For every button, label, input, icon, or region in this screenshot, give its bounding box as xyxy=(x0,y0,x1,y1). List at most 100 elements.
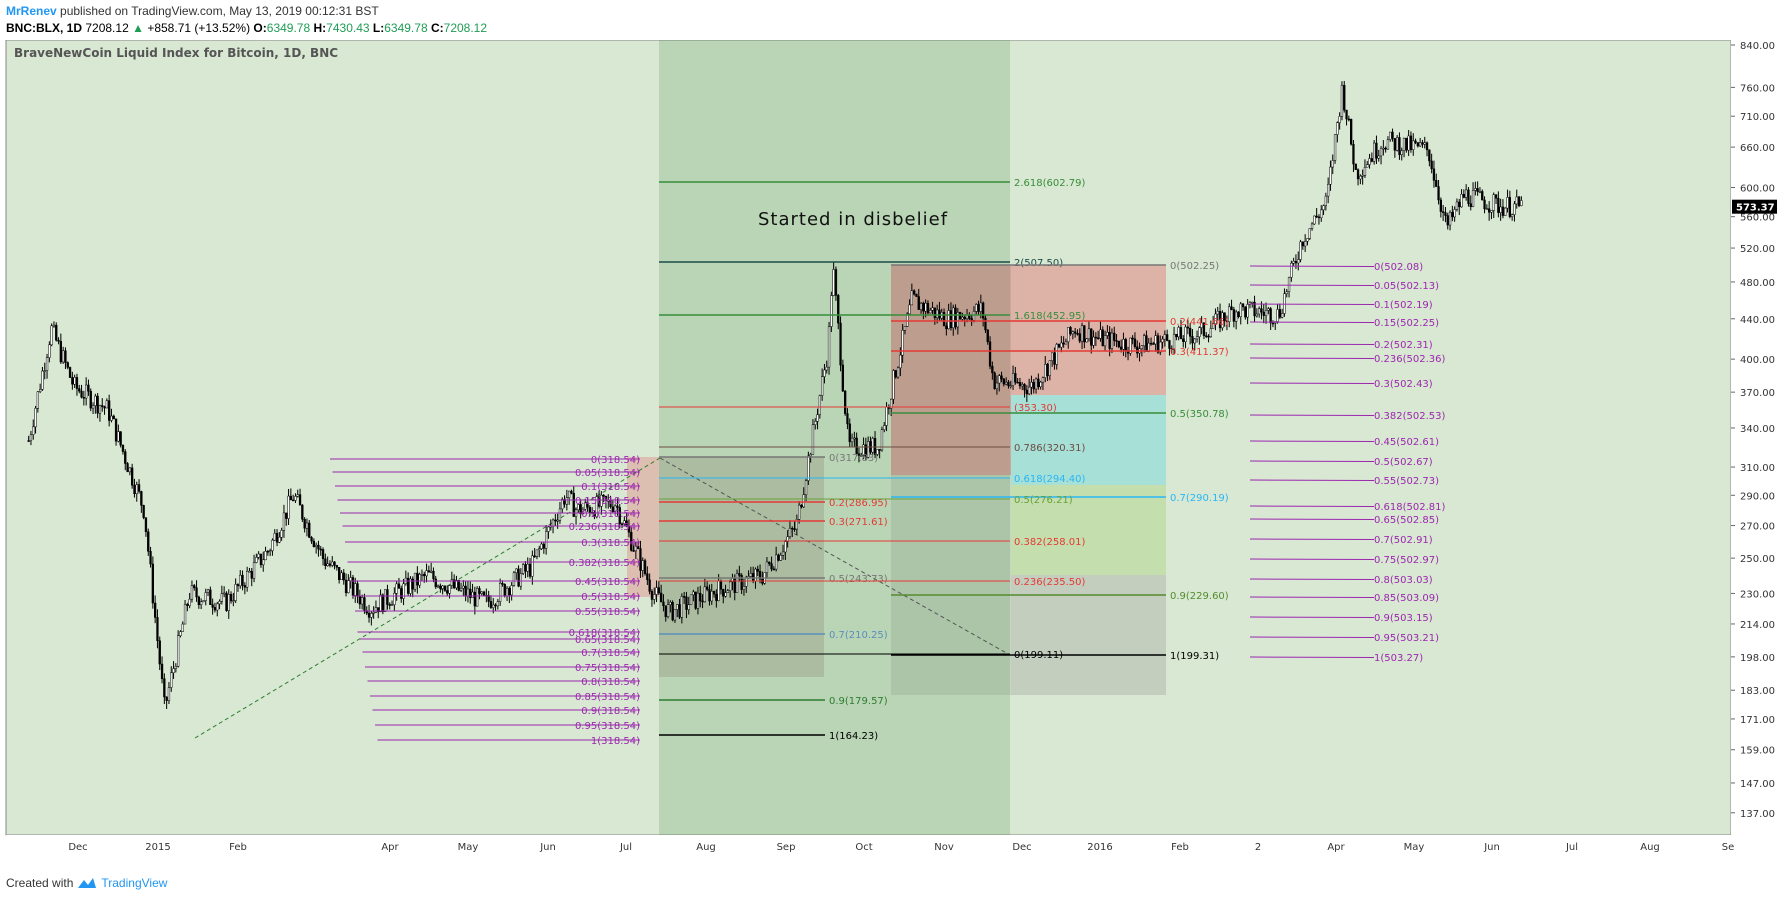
candle-body xyxy=(1136,346,1139,354)
candle-body xyxy=(793,528,796,530)
candle-body xyxy=(1062,342,1065,345)
candle-body xyxy=(108,400,111,421)
candle-body xyxy=(572,492,575,517)
price-chart[interactable]: BraveNewCoin Liquid Index for Bitcoin, 1… xyxy=(0,39,1788,870)
candle-body xyxy=(855,437,858,454)
candle-body xyxy=(80,390,83,398)
candle-body xyxy=(165,696,168,701)
x-tick-label: Nov xyxy=(934,842,954,853)
candle-body xyxy=(119,431,122,446)
candle-body xyxy=(457,580,460,591)
candle-body xyxy=(296,494,299,497)
x-tick-label: 2016 xyxy=(1087,842,1112,853)
candle-body xyxy=(455,580,458,589)
candle-body xyxy=(689,594,693,606)
candle-body xyxy=(255,557,258,563)
fib-right-line xyxy=(1249,414,1375,416)
candle-body xyxy=(128,467,131,473)
candle-body xyxy=(1442,211,1445,213)
candle-body xyxy=(248,570,251,573)
candle-body xyxy=(781,551,785,556)
x-tick-label: Jul xyxy=(619,842,632,853)
candle-body xyxy=(1345,109,1348,120)
fib-levels[interactable]: 0(318.54) 0.05(318.54) 0.1(318.54) 0.15(318… xyxy=(330,178,1446,747)
candle-body xyxy=(545,531,548,549)
x-tick-label: Se xyxy=(1722,842,1735,853)
candle-body xyxy=(190,585,194,600)
fib-left-label: 0.618(318.54) xyxy=(569,628,641,639)
fib-right-label: 0.9(503.15) xyxy=(1374,613,1433,624)
candle-body xyxy=(1248,302,1252,305)
candle-body xyxy=(1057,344,1061,348)
candle-body xyxy=(1009,385,1012,387)
candle-body xyxy=(1117,340,1120,348)
candle-body xyxy=(694,591,697,609)
candle-body xyxy=(298,494,302,506)
publish-line: MrRenev published on TradingView.com, Ma… xyxy=(6,4,379,18)
candle-body xyxy=(1193,338,1196,344)
candle-body xyxy=(388,604,391,606)
candle-body xyxy=(232,600,235,602)
candle-body xyxy=(1462,193,1465,198)
fib-left-label: 0.1(318.54) xyxy=(581,482,640,493)
candle-body xyxy=(526,563,529,572)
candle-body xyxy=(137,484,141,492)
candle-body xyxy=(1202,322,1206,336)
candle-body xyxy=(581,508,585,515)
y-tick-label: 214.00 xyxy=(1740,620,1775,631)
candle-body xyxy=(593,512,596,518)
candle-body xyxy=(367,612,371,618)
x-tick-label: Aug xyxy=(696,842,716,853)
x-tick-label: Dec xyxy=(68,842,87,853)
candle-body xyxy=(1021,384,1024,387)
candle-body xyxy=(535,549,539,557)
candle-body xyxy=(1023,384,1026,391)
candle-body xyxy=(827,326,831,368)
candle-body xyxy=(867,441,870,458)
candle-body xyxy=(487,595,490,602)
fib-right-label: 0.55(502.73) xyxy=(1374,476,1439,487)
chart-area[interactable]: BraveNewCoin Liquid Index for Bitcoin, 1… xyxy=(0,39,1788,875)
candle-body xyxy=(1092,336,1095,346)
candle-body xyxy=(156,617,159,641)
candle-body xyxy=(1271,322,1275,325)
candle-body xyxy=(515,568,518,574)
candle-body xyxy=(1175,333,1178,338)
author-link[interactable]: MrRenev xyxy=(6,4,57,18)
candle-body xyxy=(62,350,65,363)
candle-body xyxy=(57,339,60,342)
candle-body xyxy=(1494,194,1498,199)
candle-body xyxy=(1097,337,1100,340)
candle-body xyxy=(1223,312,1226,321)
candle-body xyxy=(1315,215,1318,218)
candle-body xyxy=(703,586,707,603)
candle-body xyxy=(273,532,276,541)
candle-body xyxy=(1046,363,1049,377)
candle-body xyxy=(1352,143,1355,165)
candle-body xyxy=(469,588,472,598)
candle-body xyxy=(841,364,845,392)
candle-body xyxy=(800,504,803,508)
candle-body xyxy=(328,563,332,566)
candle-body xyxy=(494,604,497,607)
candle-body xyxy=(1053,352,1056,365)
tradingview-link[interactable]: TradingView xyxy=(101,876,168,890)
candle-body xyxy=(110,415,113,421)
candle-body xyxy=(956,312,960,328)
annotation-text[interactable]: Started in disbelief xyxy=(758,209,948,230)
fib-right-label: 0.65(502.85) xyxy=(1374,515,1439,526)
candle-body xyxy=(124,451,127,464)
candle-body xyxy=(78,388,81,392)
x-axis[interactable]: Dec 2015 Feb Apr May Jun Jul Aug Sep Oct Nov Dec 201… xyxy=(6,835,1788,855)
candle-body xyxy=(1060,342,1063,348)
candle-body xyxy=(1041,377,1045,383)
candle-body xyxy=(871,438,874,453)
candle-body xyxy=(579,504,582,515)
fib-left-label: 0.95(318.54) xyxy=(575,721,640,732)
fib-right-line xyxy=(1249,357,1375,359)
y-axis[interactable]: 840.00 760.00 710.00 660.00 600.00 560.00 520.… xyxy=(1731,40,1788,835)
fib-ext3-label: 0.382(258.01) xyxy=(1014,537,1086,548)
candle-body xyxy=(1076,333,1079,335)
candle-body xyxy=(420,573,424,576)
candle-body xyxy=(1064,341,1068,345)
